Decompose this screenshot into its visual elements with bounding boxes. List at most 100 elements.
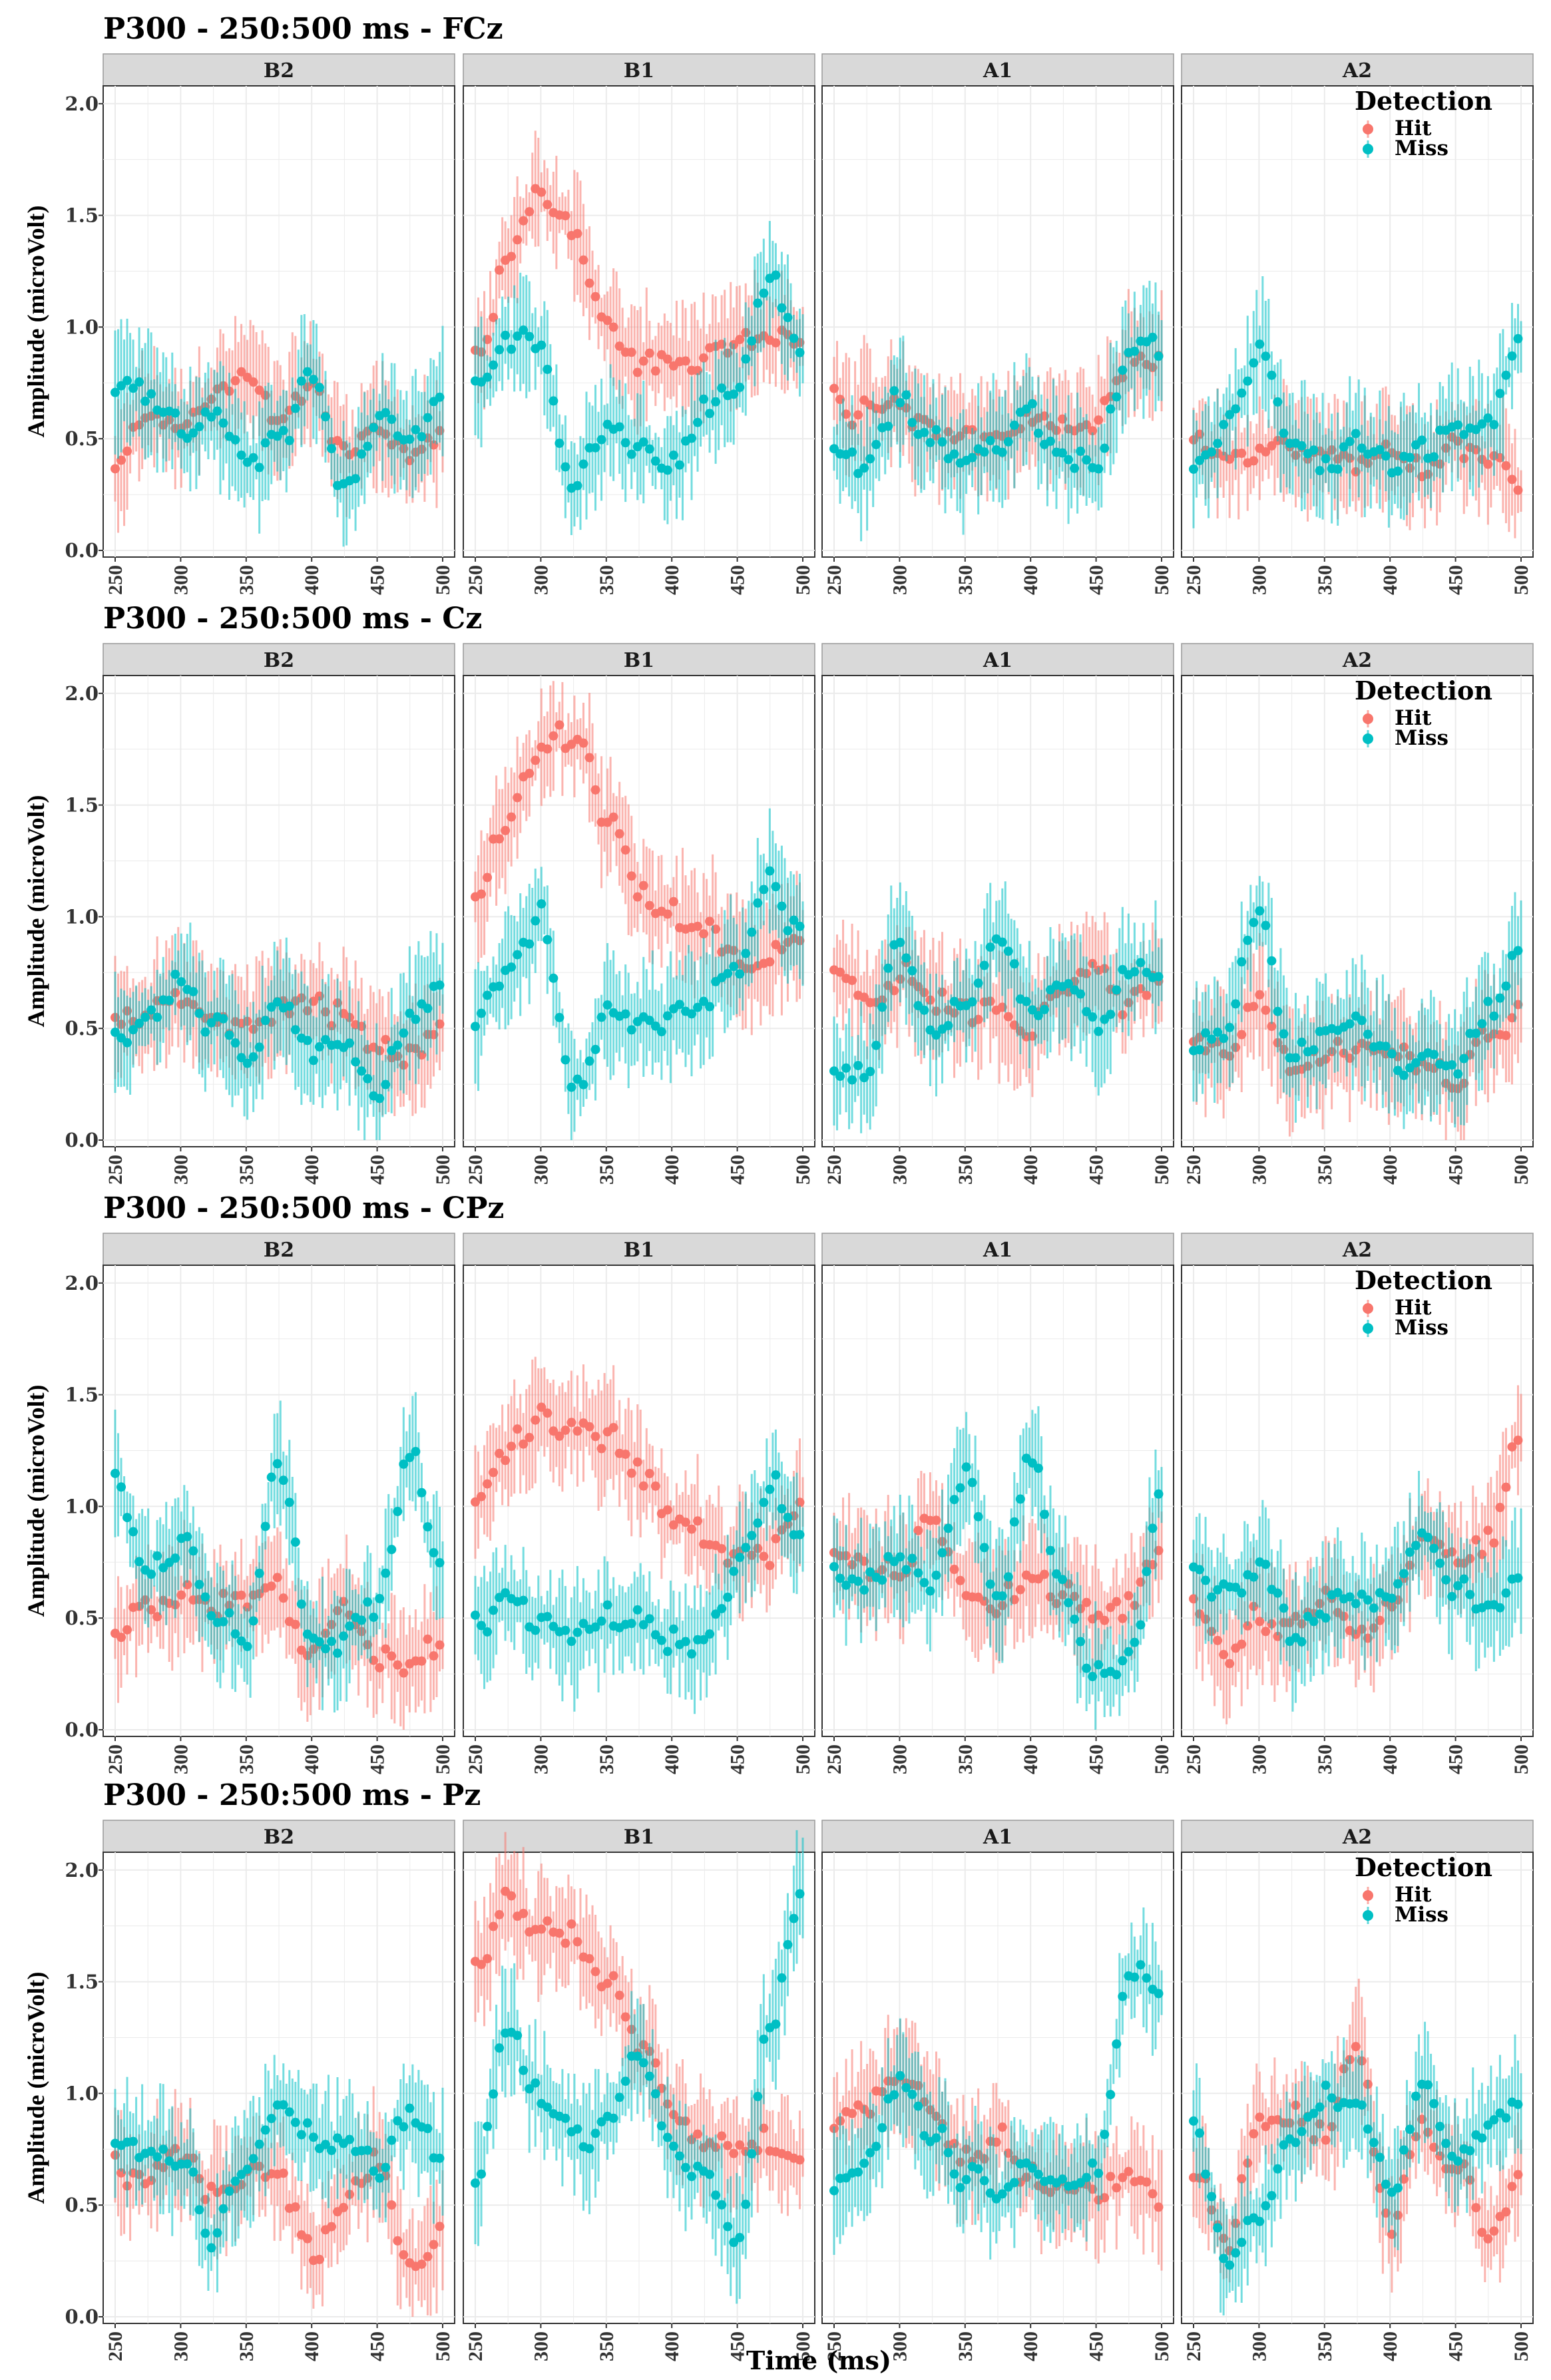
data-point [1112, 392, 1122, 402]
data-point [128, 1527, 138, 1537]
data-point [248, 1616, 258, 1626]
data-point [656, 1027, 666, 1037]
data-point [913, 1568, 923, 1578]
data-point [632, 367, 642, 377]
data-point [363, 2145, 373, 2155]
data-point [1225, 1659, 1235, 1669]
data-point [554, 1431, 564, 1441]
x-tick-label: 400 [301, 1155, 323, 1185]
data-point [537, 340, 547, 350]
data-point [1003, 437, 1013, 447]
data-point [931, 1030, 941, 1040]
data-point [1154, 972, 1164, 982]
data-point [411, 1014, 421, 1024]
data-point [351, 1057, 361, 1067]
data-point [1495, 1603, 1505, 1613]
data-point [272, 431, 282, 441]
data-point [650, 1481, 660, 1491]
data-point [429, 1548, 439, 1558]
data-point [747, 927, 757, 937]
data-point [674, 460, 684, 470]
data-point [1130, 967, 1140, 977]
x-tick-label: 450 [367, 565, 389, 595]
panel-strip [103, 53, 455, 87]
x-tick-label: 450 [727, 565, 749, 595]
panel-strip-label: B1 [624, 1826, 654, 1849]
data-point [393, 1660, 403, 1670]
data-point [387, 1545, 397, 1555]
data-point [1076, 1637, 1086, 1647]
data-point [1045, 436, 1055, 446]
legend-key-point [1363, 713, 1373, 724]
data-point [578, 459, 588, 469]
data-point [656, 1635, 666, 1645]
data-point [1411, 1058, 1421, 1068]
data-point [650, 366, 660, 376]
x-tick-label: 300 [889, 565, 911, 595]
data-point [602, 315, 612, 325]
x-tick-label: 500 [1510, 565, 1532, 595]
data-point [847, 975, 857, 985]
data-point [572, 228, 582, 238]
data-point [560, 211, 570, 221]
data-point [1189, 464, 1198, 474]
data-point [937, 1548, 947, 1558]
data-point [1195, 1045, 1205, 1055]
data-point [393, 1040, 403, 1050]
data-point [1369, 1603, 1379, 1613]
series-miss [829, 280, 1164, 542]
data-point [188, 986, 198, 996]
facet-row-3: P300 - 250:500 ms - CPz Amplitude (microV… [23, 1191, 1534, 1774]
data-point [847, 1075, 857, 1085]
data-point [111, 464, 120, 474]
data-point [859, 463, 869, 473]
data-point [1088, 426, 1098, 436]
data-point [176, 1590, 186, 1600]
legend-title: Detection [1355, 676, 1492, 705]
data-point [1237, 957, 1247, 967]
data-point [626, 1468, 636, 1478]
data-point [429, 1651, 439, 1661]
row-title: P300 - 250:500 ms - FCz [103, 12, 503, 46]
data-point [717, 1543, 727, 1553]
data-point [188, 2167, 198, 2177]
data-point [1052, 1569, 1062, 1579]
data-point [1507, 1442, 1517, 1452]
x-tick-label: 450 [1086, 1744, 1108, 1774]
data-point [296, 1645, 306, 1655]
data-point [393, 2116, 403, 2126]
panel-strip-label: B2 [264, 59, 294, 83]
data-point [284, 435, 294, 445]
data-point [997, 447, 1007, 457]
data-point [841, 1580, 851, 1590]
data-point [266, 1472, 276, 1482]
data-point [1231, 999, 1241, 1009]
data-point [224, 1608, 234, 1618]
data-point [1351, 1599, 1361, 1609]
data-point [729, 389, 739, 399]
data-point [901, 390, 911, 400]
x-tick-label: 350 [1314, 1155, 1336, 1185]
data-point [1411, 1541, 1421, 1551]
data-point [1255, 1617, 1265, 1627]
data-point [699, 353, 709, 363]
data-point [1033, 1464, 1043, 1474]
data-point [507, 1442, 517, 1452]
data-point [985, 942, 995, 952]
y-tick-label: 1.5 [65, 1971, 99, 1993]
data-point [489, 1468, 499, 1478]
data-point [1094, 415, 1104, 425]
data-point [248, 377, 258, 387]
data-point [477, 1491, 487, 1501]
data-point [170, 1553, 180, 1563]
x-tick-label: 250 [105, 565, 126, 595]
data-point [345, 1038, 355, 1048]
data-point [387, 414, 397, 424]
data-point [1255, 339, 1265, 349]
data-point [333, 1648, 343, 1658]
data-point [883, 963, 893, 973]
x-tick-label: 350 [236, 1155, 258, 1185]
data-point [128, 1025, 138, 1035]
data-point [560, 462, 570, 472]
